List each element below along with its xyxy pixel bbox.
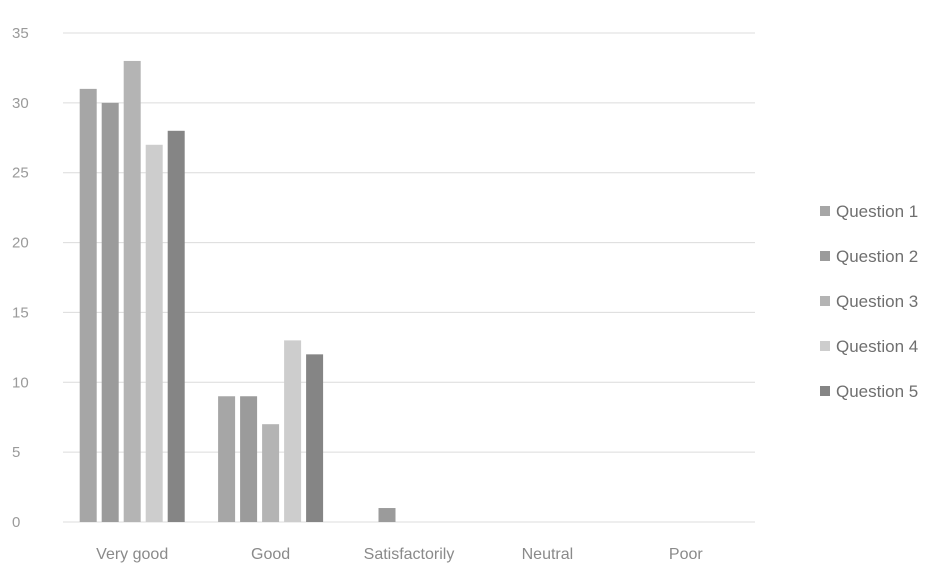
y-tick-label: 0	[12, 514, 20, 531]
legend: Question 1 Question 2 Question 3 Question 4…	[820, 202, 918, 401]
y-tick-label: 10	[12, 374, 29, 391]
y-tick-label: 25	[12, 165, 29, 182]
bar-very-good-q5	[167, 130, 185, 523]
x-category-label: Good	[251, 546, 290, 563]
legend-swatch	[820, 386, 830, 396]
legend-swatch	[820, 206, 830, 216]
legend-label: Question 5	[836, 382, 918, 401]
legend-label: Question 1	[836, 202, 918, 221]
bar-satisfactorily-q2	[378, 508, 396, 522]
legend-swatch	[820, 341, 830, 351]
bar-good-q2	[240, 396, 258, 522]
y-tick-label: 30	[12, 95, 29, 112]
bar-good-q4	[284, 340, 302, 522]
gridlines	[63, 32, 755, 523]
bar-very-good-q2	[101, 102, 119, 522]
y-tick-label: 5	[12, 444, 20, 461]
bar-good-q1	[218, 396, 236, 522]
legend-label: Question 3	[836, 292, 918, 311]
bar-good-q3	[262, 424, 280, 522]
y-tick-label: 35	[12, 25, 29, 42]
bars	[79, 60, 396, 523]
x-category-label: Poor	[669, 546, 703, 563]
legend-swatch	[820, 296, 830, 306]
legend-label: Question 2	[836, 247, 918, 266]
y-axis-tick-labels: 0 5 10 15 20 25 30 35	[12, 25, 29, 531]
x-category-label: Neutral	[522, 546, 574, 563]
y-tick-label: 20	[12, 235, 29, 252]
x-category-label: Satisfactorily	[364, 546, 455, 563]
legend-label: Question 4	[836, 337, 918, 356]
bar-very-good-q3	[123, 60, 141, 522]
legend-swatch	[820, 251, 830, 261]
bar-very-good-q4	[145, 144, 163, 522]
bar-good-q5	[306, 354, 324, 522]
x-axis-category-labels: Very good Good Satisfactorily Neutral Poor	[96, 546, 703, 563]
y-tick-label: 15	[12, 304, 29, 321]
bar-very-good-q1	[79, 88, 97, 522]
x-category-label: Very good	[96, 546, 168, 563]
